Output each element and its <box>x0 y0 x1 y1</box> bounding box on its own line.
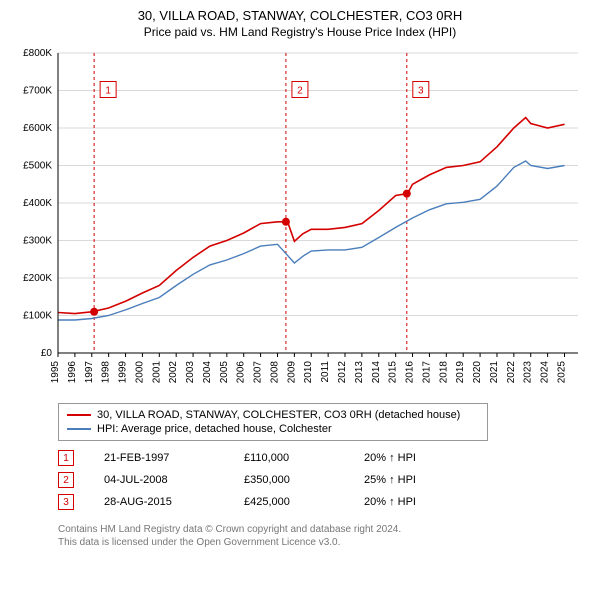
marker-date: 04-JUL-2008 <box>104 474 214 486</box>
svg-text:1: 1 <box>105 86 111 97</box>
svg-text:2006: 2006 <box>236 361 247 384</box>
svg-text:2011: 2011 <box>320 361 331 383</box>
marker-delta: 25% ↑ HPI <box>364 474 464 486</box>
svg-text:1997: 1997 <box>84 361 95 384</box>
svg-text:2013: 2013 <box>354 361 365 384</box>
svg-text:2008: 2008 <box>269 361 280 384</box>
svg-text:2010: 2010 <box>303 361 314 384</box>
svg-text:2018: 2018 <box>438 361 449 384</box>
svg-text:2005: 2005 <box>219 361 230 384</box>
marker-row: 2 04-JUL-2008 £350,000 25% ↑ HPI <box>58 469 592 491</box>
svg-text:2025: 2025 <box>556 361 567 384</box>
svg-text:£100K: £100K <box>23 311 52 322</box>
marker-date: 28-AUG-2015 <box>104 496 214 508</box>
svg-text:2021: 2021 <box>489 361 500 384</box>
marker-date: 21-FEB-1997 <box>104 452 214 464</box>
marker-price: £350,000 <box>244 474 334 486</box>
svg-text:2002: 2002 <box>168 361 179 384</box>
svg-text:£600K: £600K <box>23 123 52 134</box>
legend-label-property: 30, VILLA ROAD, STANWAY, COLCHESTER, CO3… <box>97 409 460 421</box>
svg-text:2020: 2020 <box>472 361 483 384</box>
svg-text:1995: 1995 <box>50 361 61 384</box>
legend-row-property: 30, VILLA ROAD, STANWAY, COLCHESTER, CO3… <box>67 408 479 422</box>
svg-text:£800K: £800K <box>23 48 52 59</box>
marker-price: £425,000 <box>244 496 334 508</box>
svg-text:2017: 2017 <box>421 361 432 384</box>
svg-text:1998: 1998 <box>101 361 112 384</box>
legend: 30, VILLA ROAD, STANWAY, COLCHESTER, CO3… <box>58 403 488 441</box>
svg-text:2019: 2019 <box>455 361 466 384</box>
svg-text:2007: 2007 <box>253 361 264 384</box>
title-subtitle: Price paid vs. HM Land Registry's House … <box>8 25 592 39</box>
chart-svg: £0 £100K £200K £300K £400K £500K £600K £700K £80… <box>8 45 592 395</box>
chart-title-block: 30, VILLA ROAD, STANWAY, COLCHESTER, CO3… <box>8 8 592 39</box>
marker-delta: 20% ↑ HPI <box>364 496 464 508</box>
svg-text:2014: 2014 <box>371 361 382 384</box>
svg-text:£0: £0 <box>41 348 53 359</box>
marker-delta: 20% ↑ HPI <box>364 452 464 464</box>
svg-text:2001: 2001 <box>151 361 162 384</box>
marker-price: £110,000 <box>244 452 334 464</box>
footer-note: Contains HM Land Registry data © Crown c… <box>58 523 592 549</box>
svg-text:2000: 2000 <box>134 361 145 384</box>
svg-text:2016: 2016 <box>405 361 416 384</box>
svg-text:£400K: £400K <box>23 198 52 209</box>
svg-text:1999: 1999 <box>118 361 129 384</box>
svg-text:1996: 1996 <box>67 361 78 384</box>
marker-index-box: 2 <box>58 472 74 488</box>
svg-text:2003: 2003 <box>185 361 196 384</box>
svg-text:2023: 2023 <box>523 361 534 384</box>
svg-text:2: 2 <box>297 86 303 97</box>
marker-row: 3 28-AUG-2015 £425,000 20% ↑ HPI <box>58 491 592 513</box>
marker-table: 1 21-FEB-1997 £110,000 20% ↑ HPI 2 04-JUL-200… <box>58 447 592 513</box>
marker-index-box: 3 <box>58 494 74 510</box>
svg-text:£300K: £300K <box>23 236 52 247</box>
svg-text:2012: 2012 <box>337 361 348 384</box>
legend-swatch-property <box>67 414 91 416</box>
svg-text:2015: 2015 <box>388 361 399 384</box>
title-address: 30, VILLA ROAD, STANWAY, COLCHESTER, CO3… <box>8 8 592 23</box>
svg-text:2022: 2022 <box>506 361 517 384</box>
legend-label-hpi: HPI: Average price, detached house, Colc… <box>97 423 332 435</box>
marker-row: 1 21-FEB-1997 £110,000 20% ↑ HPI <box>58 447 592 469</box>
svg-text:£700K: £700K <box>23 86 52 97</box>
legend-swatch-hpi <box>67 428 91 430</box>
svg-text:3: 3 <box>418 86 424 97</box>
price-chart: £0 £100K £200K £300K £400K £500K £600K £700K £80… <box>8 45 592 395</box>
svg-text:2009: 2009 <box>286 361 297 384</box>
svg-text:2004: 2004 <box>202 361 213 384</box>
footer-line2: This data is licensed under the Open Gov… <box>58 536 592 549</box>
svg-text:2024: 2024 <box>540 361 551 384</box>
legend-row-hpi: HPI: Average price, detached house, Colc… <box>67 422 479 436</box>
footer-line1: Contains HM Land Registry data © Crown c… <box>58 523 592 536</box>
svg-text:£500K: £500K <box>23 161 52 172</box>
svg-text:£200K: £200K <box>23 273 52 284</box>
marker-index-box: 1 <box>58 450 74 466</box>
